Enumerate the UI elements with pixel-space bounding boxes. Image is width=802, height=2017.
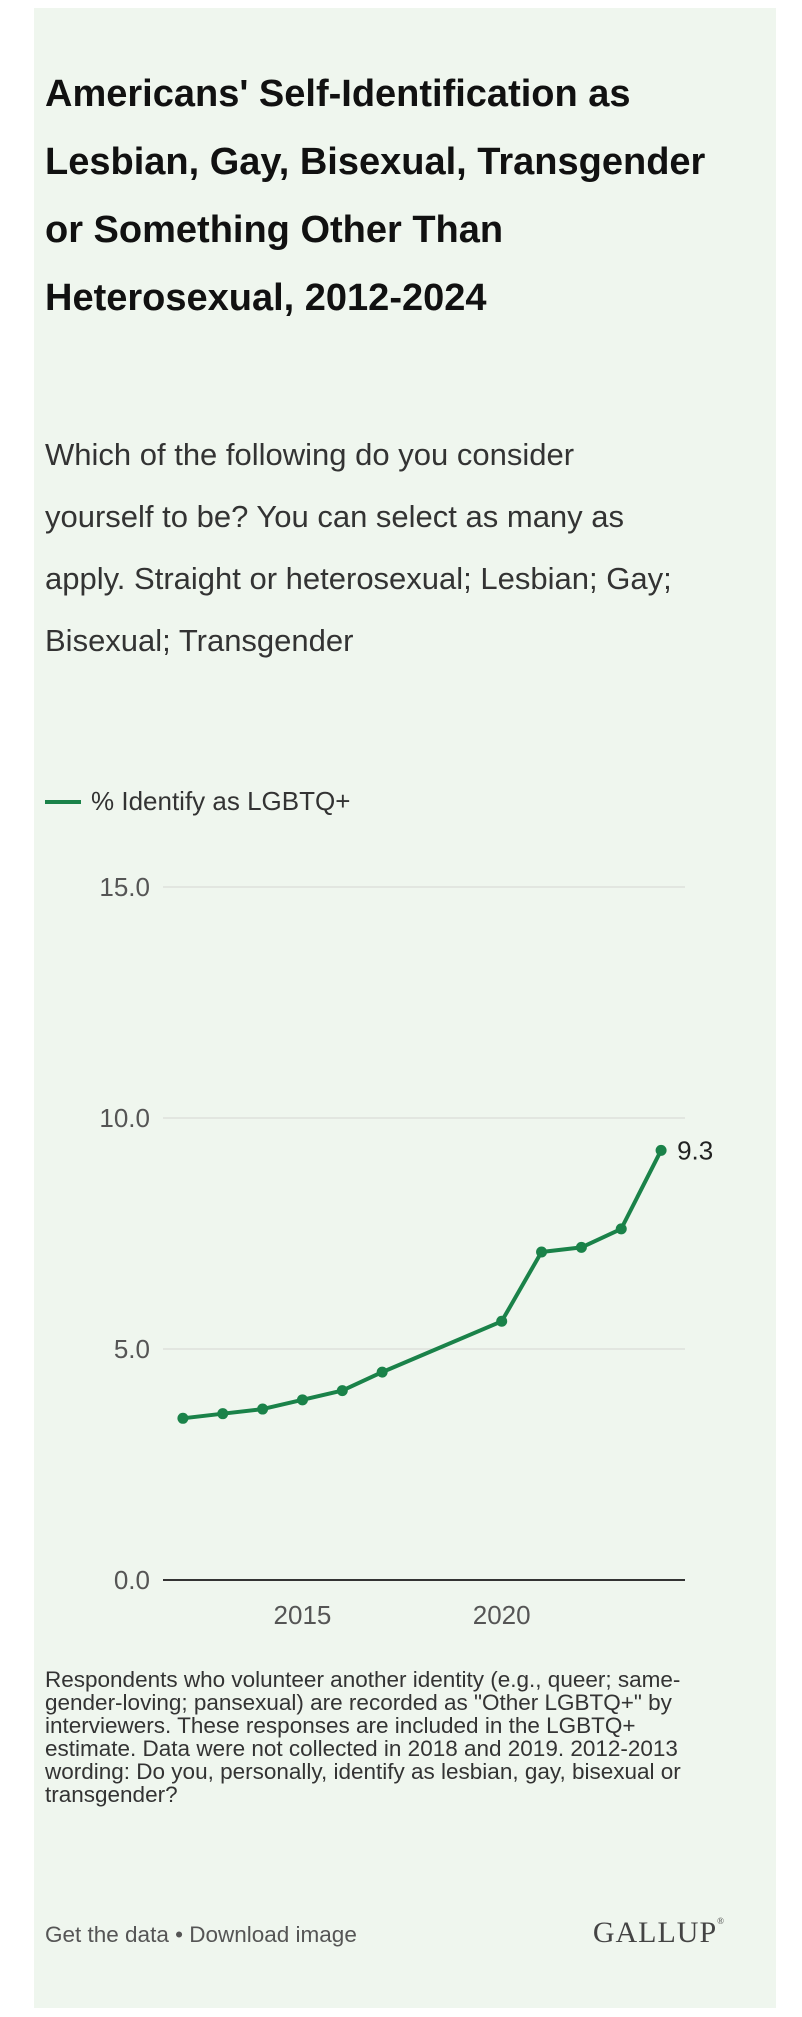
data-point — [257, 1403, 269, 1415]
end-value-label: 9.3 — [677, 1135, 713, 1165]
data-point — [376, 1366, 388, 1378]
chart-card — [34, 8, 776, 2008]
y-tick-label: 5.0 — [114, 1334, 150, 1364]
data-point — [296, 1394, 308, 1406]
data-point — [217, 1408, 229, 1420]
footer-links: Get the data • Download image — [45, 1922, 357, 1948]
chart-title: Americans' Self-Identification as Lesbia… — [45, 73, 706, 319]
chart-subtitle: Which of the following do you consider y… — [45, 437, 672, 658]
data-point — [496, 1315, 508, 1327]
data-point — [615, 1223, 627, 1235]
y-tick-label: 0.0 — [114, 1565, 150, 1595]
legend-swatch — [45, 799, 81, 804]
y-tick-label: 10.0 — [99, 1103, 150, 1133]
footer: Get the data • Download image GALLUP® — [45, 1916, 725, 1952]
data-point — [336, 1385, 348, 1397]
get-data-link[interactable]: Get the data — [45, 1922, 169, 1947]
data-point — [177, 1412, 189, 1424]
series-line — [180, 1148, 664, 1421]
data-point — [655, 1144, 667, 1156]
x-tick-label: 2015 — [274, 1600, 332, 1630]
gallup-logo: GALLUP® — [592, 1916, 725, 1949]
data-point — [536, 1246, 548, 1258]
download-image-link[interactable]: Download image — [189, 1922, 357, 1947]
line-chart: 0.0 5.0 10.0 15.0 2015 2020 9.3 — [99, 872, 713, 1630]
footnote: Respondents who volunteer another identi… — [45, 1667, 681, 1807]
legend: % Identify as LGBTQ+ — [45, 786, 350, 817]
x-tick-label: 2020 — [473, 1600, 531, 1630]
legend-label: % Identify as LGBTQ+ — [91, 786, 351, 816]
data-point — [575, 1241, 587, 1253]
link-separator: • — [168, 1922, 190, 1947]
y-tick-label: 15.0 — [99, 872, 150, 902]
logo-text: GALLUP — [592, 1916, 718, 1949]
